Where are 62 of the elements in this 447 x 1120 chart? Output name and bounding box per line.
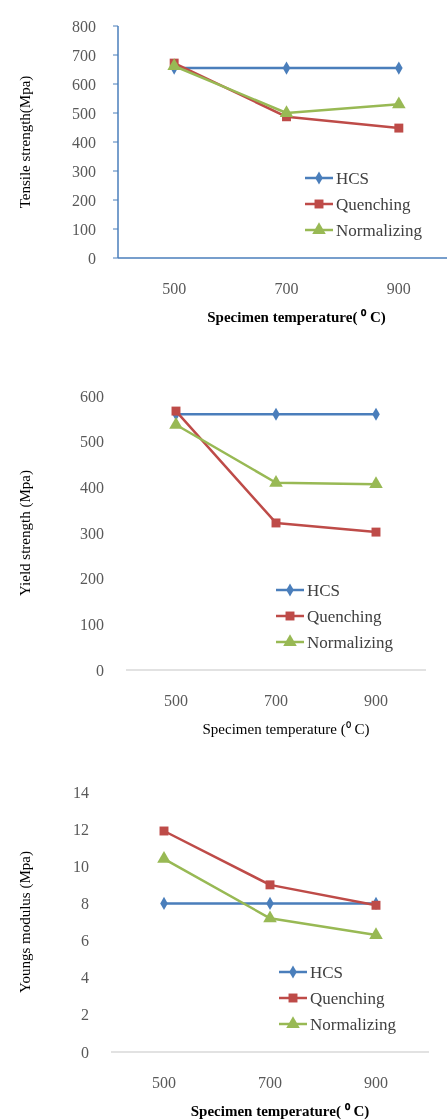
y-tick-label: 500 <box>72 104 96 122</box>
y-tick-label: 0 <box>88 249 96 267</box>
point <box>279 105 294 117</box>
x-tick-label: 700 <box>258 1074 282 1091</box>
x-tick-label: 500 <box>152 1074 176 1091</box>
point <box>171 406 181 416</box>
x-tick-label: 500 <box>164 692 188 709</box>
y-tick-label: 2 <box>81 1006 89 1024</box>
point <box>371 527 381 537</box>
point <box>269 474 283 487</box>
x-tick-label: 700 <box>264 692 288 709</box>
point <box>271 518 281 528</box>
legend-label: HCS <box>336 168 370 188</box>
y-tick-label: 700 <box>72 46 96 64</box>
y-tick-label: 600 <box>72 75 96 93</box>
y-axis-title: Youngs modulus (Mpa) <box>17 851 34 993</box>
y-tick-label: 600 <box>80 387 104 405</box>
point <box>369 927 383 939</box>
y-axis-title: Yield strength (Mpa) <box>17 470 34 596</box>
y-tick-label: 500 <box>80 433 104 451</box>
y-tick-label: 0 <box>96 661 104 679</box>
point <box>265 880 275 890</box>
x-axis-title: Specimen temperature( ⁰ C) <box>190 1102 370 1120</box>
legend-label: HCS <box>307 580 341 600</box>
legend-label: Quenching <box>307 606 383 626</box>
y-tick-label: 400 <box>80 478 104 496</box>
y-tick-label: 14 <box>73 783 89 801</box>
point <box>263 910 277 923</box>
point <box>369 476 383 489</box>
x-tick-label: 900 <box>364 1074 388 1091</box>
y-tick-label: 300 <box>80 524 104 542</box>
y-tick-label: 10 <box>73 857 89 875</box>
point <box>371 900 381 910</box>
x-tick-label: 700 <box>274 280 299 297</box>
y-tick-label: 100 <box>72 220 96 238</box>
y-tick-label: 6 <box>81 932 89 950</box>
y-tick-label: 400 <box>72 133 96 151</box>
legend-label: Normalizing <box>307 632 394 652</box>
y-tick-label: 12 <box>73 820 89 838</box>
x-tick-label: 500 <box>162 280 187 297</box>
y-tick-label: 200 <box>72 191 96 209</box>
x-axis-title: Specimen temperature (⁰ C) <box>202 721 370 738</box>
y-tick-label: 300 <box>72 162 96 180</box>
y-tick-label: 800 <box>72 17 96 35</box>
legend-label: Quenching <box>336 194 412 214</box>
x-tick-label: 900 <box>386 280 411 297</box>
y-axis-title: Tensile strength(Mpa) <box>17 75 34 209</box>
x-tick-label: 900 <box>364 692 388 709</box>
y-tick-label: 0 <box>81 1043 89 1061</box>
legend-label: Quenching <box>310 988 386 1008</box>
legend-label: HCS <box>310 962 344 982</box>
point <box>394 123 404 133</box>
y-tick-label: 8 <box>81 895 89 913</box>
point <box>392 96 406 109</box>
point <box>169 416 183 429</box>
point <box>157 851 171 863</box>
y-tick-label: 200 <box>80 570 104 588</box>
legend-label: Normalizing <box>310 1014 397 1034</box>
y-tick-label: 100 <box>80 615 104 633</box>
y-tick-label: 4 <box>81 969 89 987</box>
legend-label: Normalizing <box>336 220 423 240</box>
x-axis-title: Specimen temperature( ⁰ C) <box>207 308 386 326</box>
